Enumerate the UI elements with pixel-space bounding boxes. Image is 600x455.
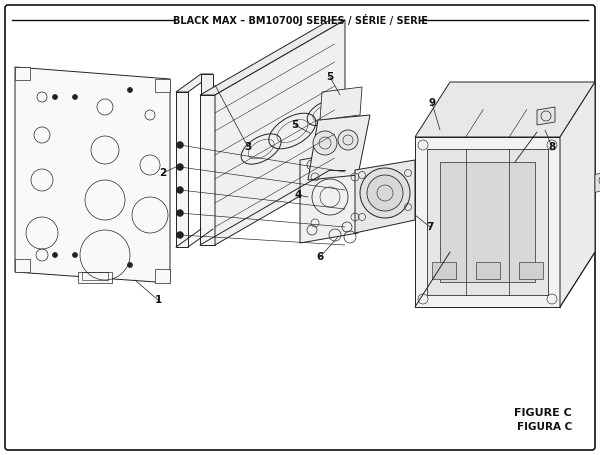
Polygon shape: [201, 74, 213, 229]
Circle shape: [338, 130, 358, 150]
Text: 3: 3: [244, 142, 251, 152]
Polygon shape: [215, 20, 345, 245]
Polygon shape: [537, 107, 555, 125]
Text: 5: 5: [326, 72, 334, 82]
Text: 2: 2: [160, 168, 167, 178]
Polygon shape: [415, 82, 595, 137]
Polygon shape: [155, 269, 170, 283]
Polygon shape: [200, 95, 215, 245]
Text: BLACK MAX – BM10700J SERIES / SÉRIE / SERIE: BLACK MAX – BM10700J SERIES / SÉRIE / SE…: [173, 14, 427, 26]
Polygon shape: [15, 67, 170, 283]
Polygon shape: [476, 262, 499, 279]
Text: 8: 8: [548, 142, 556, 152]
Polygon shape: [440, 162, 535, 282]
Polygon shape: [15, 67, 30, 80]
Text: FIGURA C: FIGURA C: [517, 422, 572, 432]
Circle shape: [128, 263, 133, 268]
Circle shape: [176, 232, 184, 238]
Circle shape: [176, 163, 184, 171]
Text: 4: 4: [295, 190, 302, 200]
Polygon shape: [427, 149, 548, 295]
Polygon shape: [355, 160, 415, 233]
Circle shape: [176, 142, 184, 148]
Text: 6: 6: [316, 252, 323, 262]
Circle shape: [367, 175, 403, 211]
Polygon shape: [78, 272, 112, 283]
Circle shape: [128, 87, 133, 92]
Text: 5: 5: [292, 120, 299, 130]
Text: 1: 1: [154, 295, 161, 305]
Polygon shape: [560, 82, 595, 307]
Polygon shape: [300, 150, 358, 243]
Circle shape: [360, 168, 410, 218]
Polygon shape: [15, 259, 30, 272]
Polygon shape: [320, 87, 362, 120]
Polygon shape: [519, 262, 543, 279]
Circle shape: [53, 95, 58, 100]
Polygon shape: [432, 262, 456, 279]
Text: 9: 9: [428, 98, 436, 108]
Polygon shape: [176, 92, 188, 247]
Polygon shape: [200, 20, 345, 95]
Circle shape: [176, 209, 184, 217]
Circle shape: [73, 253, 77, 258]
Polygon shape: [155, 79, 170, 92]
Polygon shape: [595, 171, 600, 192]
Circle shape: [73, 95, 77, 100]
Circle shape: [313, 131, 337, 155]
Text: 7: 7: [427, 222, 434, 232]
Circle shape: [176, 187, 184, 193]
Polygon shape: [415, 137, 560, 307]
Polygon shape: [176, 74, 213, 92]
Polygon shape: [308, 115, 370, 180]
Text: FIGURE C: FIGURE C: [514, 408, 572, 418]
Circle shape: [53, 253, 58, 258]
